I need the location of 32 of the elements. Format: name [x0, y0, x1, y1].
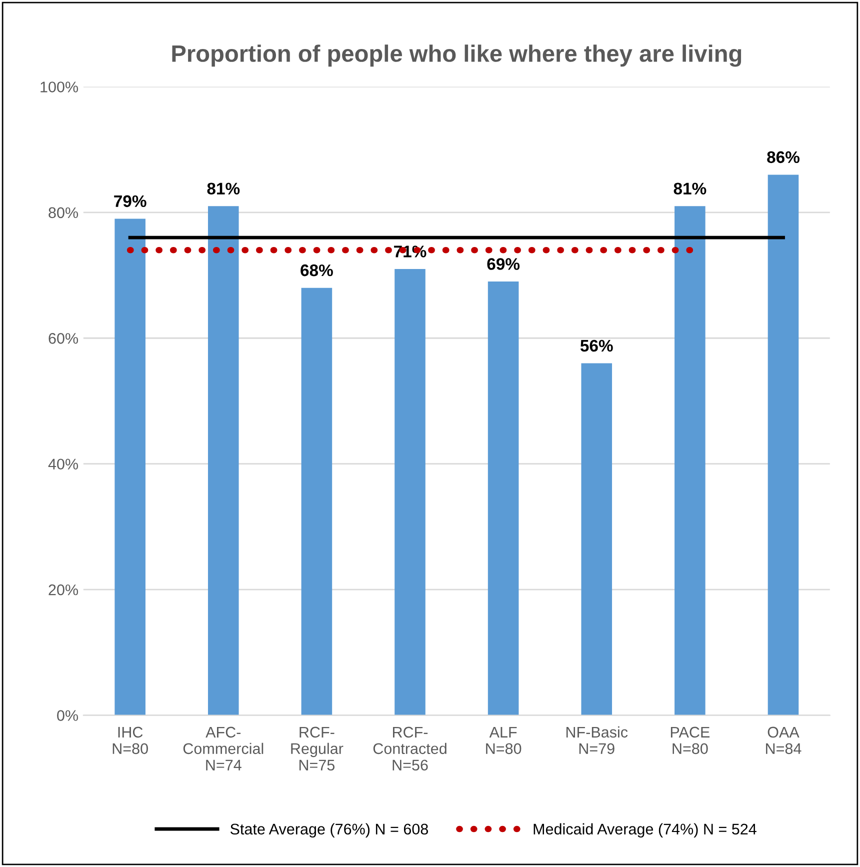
bar — [674, 206, 706, 716]
x-tick-label: OAA N=84 — [766, 726, 802, 754]
bar — [581, 363, 612, 716]
legend-label: Medicaid Average (74%) N = 524 — [534, 823, 756, 838]
y-tick-label: 60% — [48, 333, 78, 344]
bar — [488, 282, 519, 716]
data-label: 86% — [767, 151, 800, 164]
chart-title: Proportion of people who like where they are living — [172, 44, 742, 67]
x-tick-label: NF-Basic N=79 — [566, 726, 628, 754]
y-tick-label: 100% — [40, 82, 78, 92]
data-label: 68% — [300, 264, 333, 276]
x-tick-label: IHC N=80 — [112, 726, 148, 754]
bar — [394, 268, 426, 716]
bar — [114, 218, 146, 716]
x-tick-label: AFC- Commercial N=74 — [183, 726, 264, 770]
y-tick-label: 20% — [48, 584, 78, 596]
x-tick-label: ALF N=80 — [486, 726, 522, 754]
data-label: 79% — [114, 195, 146, 208]
x-tick-label: PACE N=80 — [670, 726, 710, 754]
bar — [301, 288, 332, 716]
legend-label: State Average (76%) N = 608 — [230, 823, 428, 838]
data-label: 56% — [580, 340, 613, 352]
y-tick-label: 80% — [48, 207, 78, 218]
data-label: 81% — [674, 182, 706, 194]
y-tick-label: 0% — [57, 710, 78, 721]
y-tick-label: 40% — [48, 458, 78, 470]
data-label: 81% — [207, 182, 240, 194]
bar — [208, 206, 239, 716]
bar — [768, 174, 799, 716]
data-label: 69% — [487, 258, 520, 270]
x-tick-label: RCF- Contracted N=56 — [373, 726, 446, 771]
x-tick-label: RCF- Regular N=75 — [291, 726, 344, 771]
